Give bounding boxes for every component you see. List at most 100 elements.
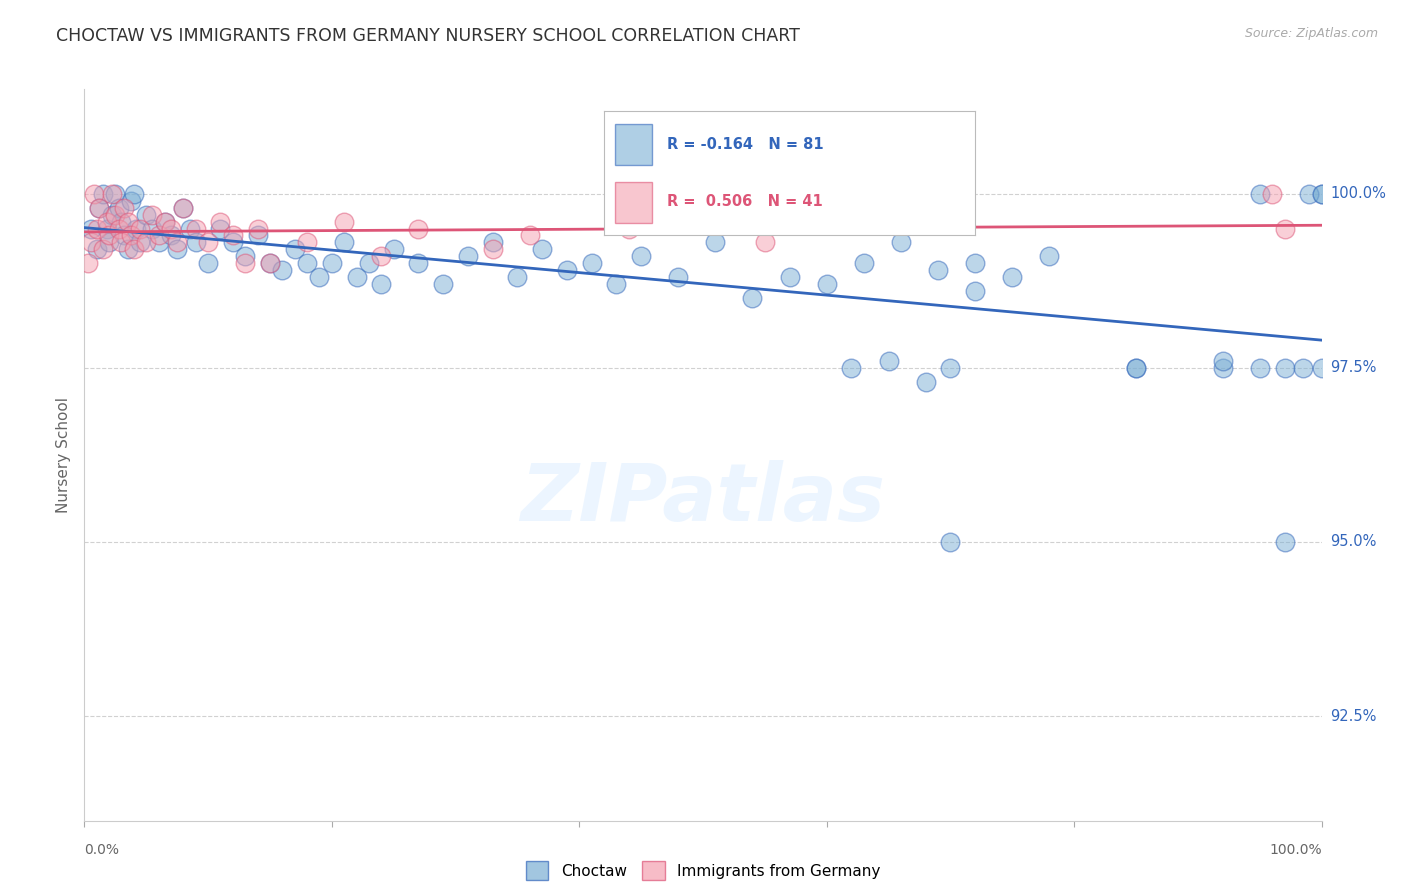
Point: [346, 270, 368, 285]
Point: [117, 214, 139, 228]
Point: [779, 270, 801, 285]
Point: [1310, 186, 1333, 201]
Point: [295, 256, 318, 270]
Point: [914, 375, 936, 389]
Y-axis label: Nursery School: Nursery School: [56, 397, 72, 513]
Point: [120, 194, 142, 208]
Point: [108, 221, 131, 235]
Point: [104, 186, 127, 201]
Point: [172, 201, 194, 215]
Point: [965, 284, 987, 298]
Point: [222, 235, 245, 250]
Point: [555, 263, 578, 277]
Text: ZIPatlas: ZIPatlas: [520, 459, 886, 538]
Point: [160, 221, 183, 235]
Point: [841, 360, 863, 375]
Point: [122, 186, 145, 201]
Point: [259, 256, 281, 270]
Point: [98, 235, 121, 250]
Point: [89, 201, 111, 215]
Point: [110, 214, 132, 228]
Text: 100.0%: 100.0%: [1330, 186, 1386, 202]
Point: [112, 228, 135, 243]
Point: [141, 221, 163, 235]
Point: [110, 235, 132, 250]
Point: [815, 277, 838, 292]
Point: [166, 243, 188, 257]
Point: [160, 228, 183, 243]
Point: [179, 221, 201, 235]
Point: [741, 291, 763, 305]
Point: [408, 221, 430, 235]
Point: [96, 214, 118, 228]
Point: [96, 221, 118, 235]
Point: [852, 256, 875, 270]
Point: [481, 235, 503, 250]
Point: [91, 243, 114, 257]
Legend: Choctaw, Immigrants from Germany: Choctaw, Immigrants from Germany: [519, 855, 887, 886]
Point: [519, 228, 541, 243]
Point: [1212, 360, 1234, 375]
Point: [86, 221, 108, 235]
Point: [148, 228, 170, 243]
Point: [754, 235, 776, 250]
Point: [148, 235, 170, 250]
Point: [308, 270, 330, 285]
Point: [666, 270, 689, 285]
Point: [153, 214, 176, 228]
Text: 92.5%: 92.5%: [1330, 708, 1376, 723]
Point: [1274, 360, 1296, 375]
Point: [704, 235, 727, 250]
Point: [457, 249, 479, 263]
Point: [408, 256, 430, 270]
Point: [153, 214, 176, 228]
Point: [100, 208, 122, 222]
Point: [630, 249, 652, 263]
Point: [1249, 186, 1271, 201]
Point: [370, 249, 392, 263]
Point: [481, 243, 503, 257]
Point: [1274, 535, 1296, 549]
Point: [184, 221, 207, 235]
Point: [581, 256, 603, 270]
Point: [1310, 360, 1333, 375]
Point: [357, 256, 380, 270]
Point: [246, 221, 269, 235]
Point: [333, 235, 356, 250]
Point: [209, 214, 232, 228]
Point: [246, 228, 269, 243]
Point: [333, 214, 356, 228]
Text: 95.0%: 95.0%: [1330, 534, 1376, 549]
Point: [129, 221, 152, 235]
Point: [1249, 360, 1271, 375]
Point: [1001, 270, 1024, 285]
Point: [939, 360, 962, 375]
Point: [197, 235, 219, 250]
Point: [233, 256, 256, 270]
Point: [233, 249, 256, 263]
Point: [1292, 360, 1315, 375]
Text: 0.0%: 0.0%: [84, 843, 120, 857]
Point: [222, 228, 245, 243]
Point: [184, 235, 207, 250]
Point: [108, 201, 131, 215]
Point: [86, 243, 108, 257]
Point: [506, 270, 529, 285]
Point: [100, 186, 122, 201]
Point: [125, 221, 148, 235]
Text: 97.5%: 97.5%: [1330, 360, 1376, 376]
Point: [117, 243, 139, 257]
Point: [1274, 221, 1296, 235]
Point: [91, 186, 114, 201]
Point: [1125, 360, 1147, 375]
Point: [172, 201, 194, 215]
Point: [1261, 186, 1284, 201]
Point: [166, 235, 188, 250]
Point: [432, 277, 454, 292]
Point: [120, 228, 142, 243]
Point: [79, 235, 101, 250]
Point: [135, 208, 157, 222]
Point: [927, 263, 949, 277]
Text: CHOCTAW VS IMMIGRANTS FROM GERMANY NURSERY SCHOOL CORRELATION CHART: CHOCTAW VS IMMIGRANTS FROM GERMANY NURSE…: [56, 27, 800, 45]
Point: [259, 256, 281, 270]
